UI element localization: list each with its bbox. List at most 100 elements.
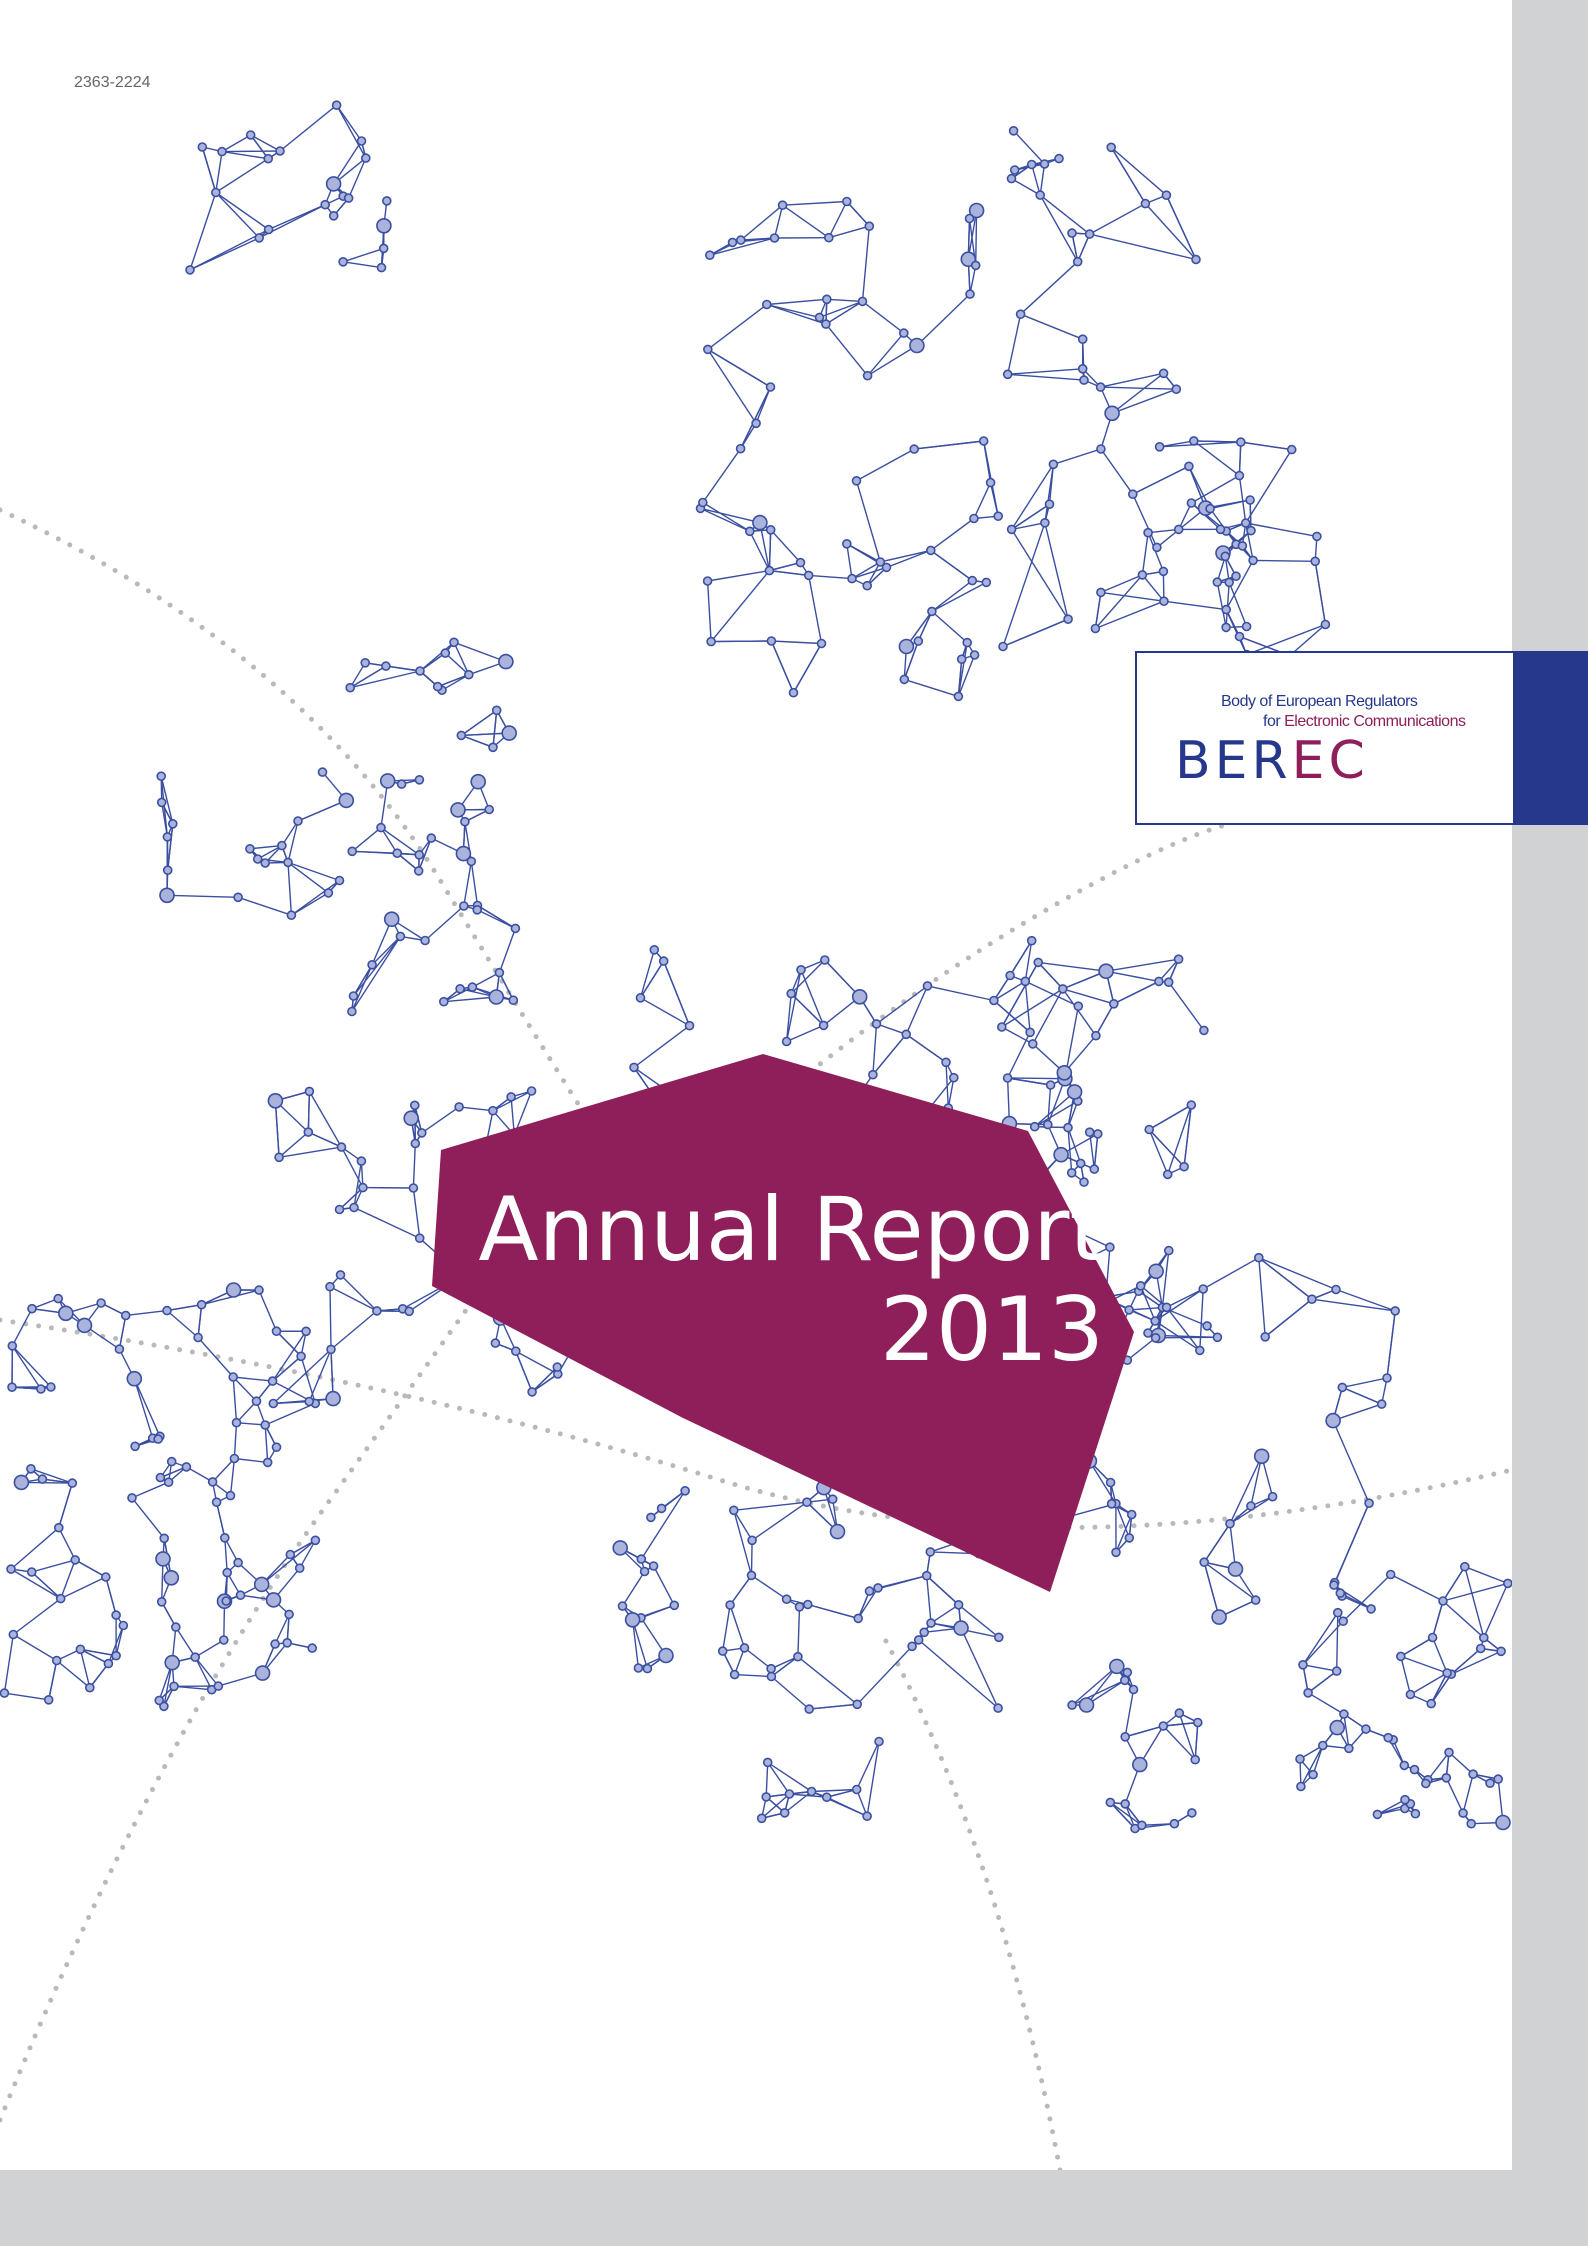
edge — [708, 349, 771, 387]
edge — [787, 1025, 824, 1041]
node — [308, 1644, 316, 1652]
node — [269, 1377, 277, 1385]
node — [926, 1548, 934, 1556]
node — [415, 867, 423, 875]
node — [1108, 1500, 1116, 1508]
node — [156, 1474, 164, 1482]
node — [380, 244, 388, 252]
edge — [1203, 1258, 1259, 1289]
node — [330, 212, 338, 220]
network-map — [0, 0, 1512, 2170]
node — [528, 1087, 536, 1095]
node — [737, 445, 745, 453]
node — [1391, 1307, 1399, 1315]
edge — [932, 582, 986, 611]
edge — [195, 1640, 224, 1657]
node — [843, 198, 851, 206]
node — [1217, 525, 1225, 533]
edge — [641, 998, 690, 1026]
node — [1175, 955, 1183, 963]
node — [163, 1307, 171, 1315]
edge — [1401, 1638, 1433, 1657]
node — [1459, 1809, 1467, 1817]
node — [346, 684, 354, 692]
edge — [919, 1640, 998, 1708]
edge — [1133, 466, 1189, 494]
node — [457, 731, 465, 739]
edge — [1125, 1690, 1133, 1737]
node — [1387, 1571, 1395, 1579]
node — [359, 1184, 367, 1192]
node — [160, 1534, 168, 1542]
node — [1199, 1285, 1207, 1293]
node — [1077, 1159, 1085, 1167]
edge — [703, 449, 741, 503]
node — [1090, 1165, 1098, 1173]
node — [1319, 1742, 1327, 1750]
node — [1299, 1661, 1307, 1669]
edge — [641, 1491, 685, 1559]
node — [1004, 1074, 1012, 1082]
node — [460, 902, 468, 910]
node — [350, 1204, 358, 1212]
edge — [343, 262, 381, 268]
edge — [808, 1605, 858, 1619]
edge — [238, 897, 291, 915]
node — [1188, 1809, 1196, 1817]
edge — [750, 531, 770, 570]
edge — [1095, 575, 1142, 629]
edge — [126, 1311, 167, 1316]
node — [942, 1058, 950, 1066]
node — [783, 1595, 791, 1603]
node — [637, 994, 645, 1002]
node — [995, 1633, 1003, 1641]
node — [1246, 496, 1254, 504]
node — [990, 997, 998, 1005]
node — [261, 859, 269, 867]
title: Annual Report 2013 — [478, 1180, 1104, 1380]
node — [396, 932, 404, 940]
edge — [873, 1024, 877, 1075]
node — [377, 219, 391, 233]
edge — [1166, 195, 1196, 259]
edge — [12, 1346, 41, 1389]
node — [234, 893, 242, 901]
edge — [961, 1628, 998, 1708]
node — [999, 643, 1007, 651]
node — [385, 912, 399, 926]
node — [927, 1619, 935, 1627]
edge — [459, 1107, 493, 1111]
node — [783, 1038, 791, 1046]
logo-highlight: Electronic Communications — [1284, 713, 1465, 730]
node — [1125, 1306, 1133, 1314]
edge — [308, 1091, 309, 1132]
node — [1175, 525, 1183, 533]
node — [255, 234, 263, 242]
node — [373, 1307, 381, 1315]
node — [1288, 446, 1296, 454]
edge — [13, 1599, 60, 1635]
node — [763, 301, 771, 309]
edge — [798, 1607, 800, 1657]
edge — [1239, 442, 1240, 476]
edge — [664, 961, 690, 1026]
edge — [1195, 1723, 1198, 1760]
node — [1091, 625, 1099, 633]
node — [1068, 1701, 1076, 1709]
node — [1054, 1148, 1068, 1162]
node — [1097, 445, 1105, 453]
node — [1164, 1170, 1172, 1178]
node — [168, 1458, 176, 1466]
edge — [461, 710, 496, 735]
node — [1185, 462, 1193, 470]
node — [805, 1705, 813, 1713]
node — [284, 858, 292, 866]
edge — [1239, 476, 1245, 523]
edge — [927, 1576, 931, 1623]
edge — [1387, 1311, 1395, 1378]
node — [853, 990, 867, 1004]
node — [1004, 370, 1012, 378]
node — [686, 1022, 694, 1030]
node — [1190, 437, 1198, 445]
node — [1064, 1124, 1072, 1132]
